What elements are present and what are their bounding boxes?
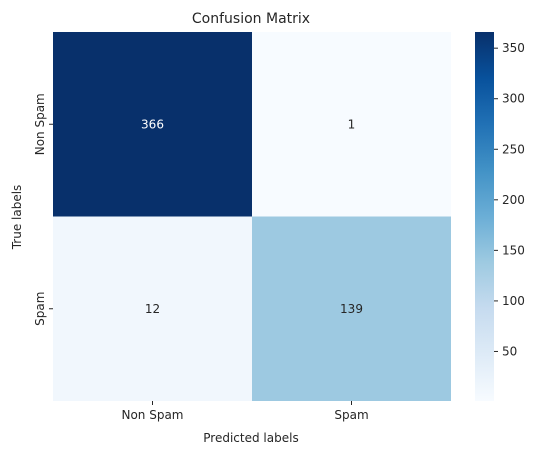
x-axis-ticks: Non Spam Spam xyxy=(121,401,369,422)
heatmap-cell xyxy=(53,32,252,217)
colorbar-tick-label: 250 xyxy=(502,142,525,156)
colorbar-tick-label: 350 xyxy=(502,41,525,55)
x-tick-label: Non Spam xyxy=(121,408,183,422)
colorbar-tick-label: 150 xyxy=(502,243,525,257)
x-axis-label: Predicted labels xyxy=(203,431,298,445)
colorbar-tick-label: 50 xyxy=(502,344,517,358)
y-axis-ticks: Non Spam Spam xyxy=(33,93,53,326)
colorbar xyxy=(475,32,494,401)
heatmap-cell xyxy=(252,32,451,217)
heatmap-cell xyxy=(53,216,252,401)
y-tick-label: Spam xyxy=(33,292,47,326)
cell-value-label: 1 xyxy=(348,117,356,131)
colorbar-tick-label: 100 xyxy=(502,294,525,308)
chart-title: Confusion Matrix xyxy=(192,11,310,27)
cell-value-label: 12 xyxy=(145,302,160,316)
colorbar-ticks: 50 100 150 200 250 300 350 xyxy=(494,41,525,358)
heatmap-cells: 366 1 12 139 xyxy=(53,32,451,401)
colorbar-tick-label: 300 xyxy=(502,92,525,106)
y-axis-label: True labels xyxy=(10,185,24,251)
cell-value-label: 139 xyxy=(340,302,363,316)
y-tick-label: Non Spam xyxy=(33,93,47,155)
heatmap-cell xyxy=(252,216,451,401)
colorbar-tick-label: 200 xyxy=(502,193,525,207)
x-tick-label: Spam xyxy=(334,408,368,422)
cell-value-label: 366 xyxy=(141,117,164,131)
